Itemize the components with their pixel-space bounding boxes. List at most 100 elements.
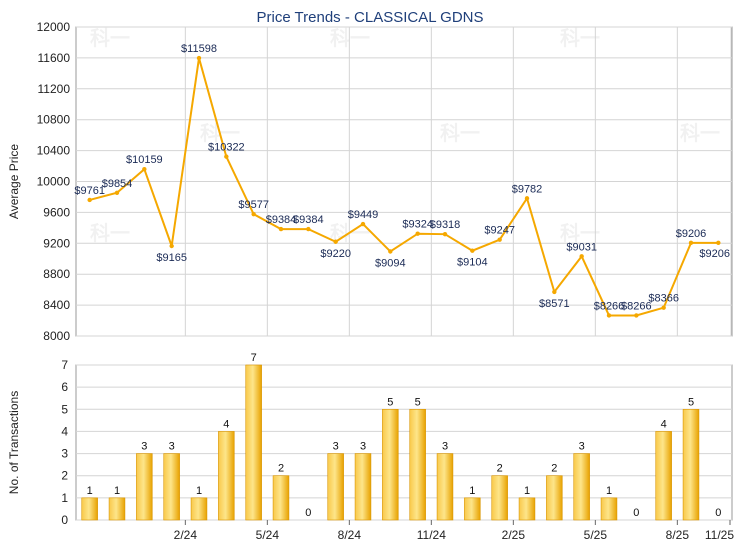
transaction-data-label: 1 <box>469 485 475 497</box>
x-tick-label: 2/24 <box>174 528 198 542</box>
price-y-tick-label: 11200 <box>38 82 71 96</box>
watermark: 科一 <box>440 121 480 145</box>
price-data-label: $8366 <box>648 293 679 305</box>
transaction-data-label: 1 <box>196 485 202 497</box>
price-data-label: $9206 <box>699 248 730 260</box>
price-y-tick-label: 12000 <box>37 20 71 34</box>
transaction-data-label: 2 <box>497 463 503 475</box>
price-y-tick-label: 9600 <box>43 205 70 219</box>
price-data-label: $9782 <box>512 183 543 195</box>
transaction-data-label: 3 <box>141 441 147 453</box>
transactions-y-tick-label: 6 <box>61 380 68 394</box>
transaction-bar <box>136 453 153 521</box>
transaction-data-label: 3 <box>360 441 366 453</box>
price-y-tick-label: 10800 <box>37 113 71 127</box>
transaction-data-label: 4 <box>661 418 667 430</box>
price-data-label: $10322 <box>208 142 245 154</box>
transaction-data-label: 3 <box>333 441 339 453</box>
price-point <box>360 221 366 227</box>
transaction-bar <box>272 475 290 521</box>
transactions-y-tick-label: 0 <box>61 513 68 527</box>
price-y-tick-label: 11600 <box>38 51 71 65</box>
price-point <box>388 249 393 254</box>
transaction-data-label: 1 <box>524 485 530 497</box>
transaction-data-label: 1 <box>114 485 120 497</box>
price-data-label: $9449 <box>348 209 379 221</box>
transaction-bar <box>655 431 672 521</box>
transactions-y-tick-label: 1 <box>61 491 68 505</box>
price-point <box>634 313 639 318</box>
transaction-bar <box>382 408 399 521</box>
transaction-data-label: 7 <box>251 352 257 364</box>
watermark: 科一 <box>90 221 130 245</box>
price-data-label: $9031 <box>566 241 597 253</box>
transaction-bar <box>218 431 235 521</box>
price-data-label: $8571 <box>539 298 570 310</box>
price-y-tick-label: 10400 <box>37 144 71 158</box>
transaction-data-label: 4 <box>223 418 229 430</box>
price-point <box>196 55 202 61</box>
transaction-bar <box>518 497 536 521</box>
price-point <box>415 231 420 236</box>
price-data-label: $9854 <box>102 178 133 190</box>
price-y-axis-title: Average Price <box>7 144 21 219</box>
price-point <box>661 305 666 310</box>
price-point <box>579 254 584 259</box>
transactions-y-tick-label: 7 <box>61 358 68 372</box>
transaction-bar <box>573 453 590 521</box>
price-point <box>524 196 530 201</box>
x-tick-label: 5/24 <box>256 528 280 542</box>
transaction-data-label: 3 <box>442 441 448 453</box>
transaction-data-label: 5 <box>415 396 421 408</box>
transaction-bar <box>354 453 372 521</box>
price-point <box>87 197 92 203</box>
transaction-bar <box>600 497 618 521</box>
price-y-tick-label: 8800 <box>43 267 70 281</box>
price-point <box>306 226 311 232</box>
x-tick-label: 11/24 <box>417 528 446 542</box>
price-point <box>142 167 147 172</box>
price-point <box>224 154 229 159</box>
price-point <box>688 240 694 246</box>
transaction-bar <box>409 408 426 521</box>
transaction-bar <box>436 453 454 521</box>
transaction-data-label: 5 <box>688 396 694 408</box>
transaction-data-label: 3 <box>169 441 175 453</box>
price-point <box>333 239 338 244</box>
price-data-label: $9220 <box>320 248 351 260</box>
price-data-label: $9206 <box>676 228 707 240</box>
price-y-tick-label: 8000 <box>43 329 70 343</box>
price-y-tick-label: 10000 <box>37 175 71 189</box>
chart-title: Price Trends - CLASSICAL GDNS <box>256 9 483 26</box>
price-data-label: $9384 <box>293 214 324 226</box>
watermark: 科一 <box>680 121 720 145</box>
transaction-bar <box>464 497 481 521</box>
price-point <box>470 248 475 253</box>
price-point <box>497 237 502 242</box>
price-y-tick-label: 9200 <box>43 236 70 250</box>
price-data-label: $9247 <box>484 225 515 237</box>
price-data-label: $11598 <box>181 43 217 55</box>
transactions-y-tick-label: 4 <box>61 424 68 438</box>
x-tick-label: 11/25 <box>705 528 734 542</box>
price-data-label: $9324 <box>402 219 433 231</box>
x-tick-label: 5/25 <box>584 528 608 542</box>
transaction-data-label: 3 <box>579 441 585 453</box>
price-point <box>442 231 448 237</box>
transaction-data-label: 2 <box>551 463 557 475</box>
price-data-label: $9384 <box>266 214 297 226</box>
transaction-data-label: 5 <box>387 396 393 408</box>
transaction-bar <box>546 475 563 521</box>
x-tick-label: 8/25 <box>666 528 690 542</box>
price-point <box>251 211 256 217</box>
price-data-label: $8266 <box>594 300 625 312</box>
transaction-bar <box>245 364 262 521</box>
price-series-line <box>89 57 719 317</box>
transaction-data-label: 2 <box>278 463 284 475</box>
price-point <box>606 313 612 318</box>
price-data-label: $10159 <box>126 154 163 166</box>
transaction-bar <box>682 408 700 521</box>
